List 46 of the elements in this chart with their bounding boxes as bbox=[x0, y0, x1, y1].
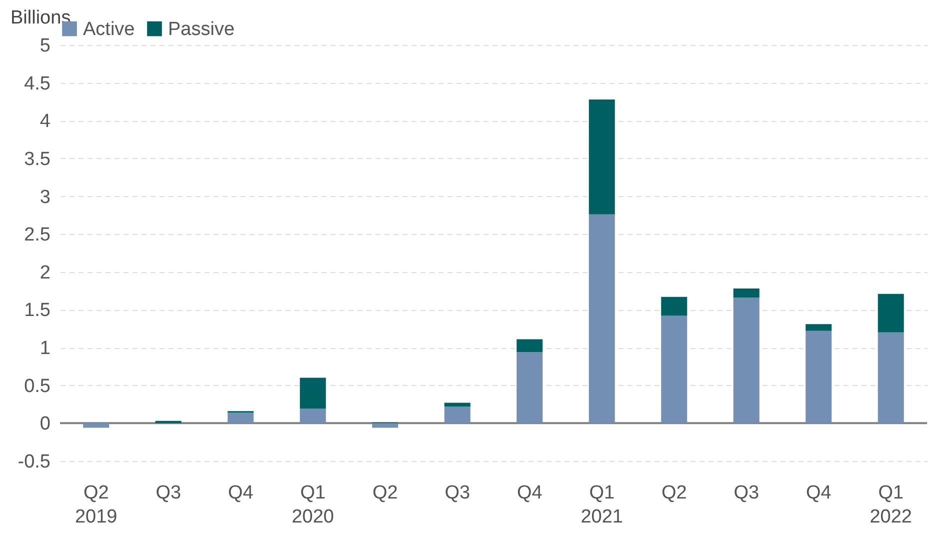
bar bbox=[444, 406, 470, 424]
x-tick-label: Q3 bbox=[156, 482, 182, 504]
bar bbox=[661, 296, 688, 316]
bar bbox=[300, 378, 326, 409]
y-tick-label: 3 bbox=[40, 186, 50, 208]
x-tick-label: Q3 bbox=[734, 482, 760, 504]
bar bbox=[300, 408, 326, 424]
bar bbox=[806, 330, 832, 424]
legend-label: Passive bbox=[168, 18, 235, 40]
y-tick-label: 4.5 bbox=[24, 73, 50, 94]
y-tick-label: 0 bbox=[40, 414, 50, 435]
y-tick-label: -0.5 bbox=[18, 452, 50, 472]
y-tick-label: 0.5 bbox=[24, 376, 50, 397]
x-tick-label: Q1 2021 bbox=[580, 482, 624, 528]
bar bbox=[228, 412, 254, 424]
y-tick-label: 2.5 bbox=[24, 224, 50, 246]
bar bbox=[516, 352, 543, 424]
y-tick-label: 3.5 bbox=[24, 148, 50, 170]
y-tick-label: 1.5 bbox=[24, 300, 50, 322]
x-tick-label: Q2 bbox=[372, 482, 398, 504]
x-tick-label: Q1 2022 bbox=[870, 482, 912, 528]
bar bbox=[588, 214, 615, 424]
bar bbox=[588, 99, 615, 214]
legend-label: Active bbox=[83, 18, 135, 40]
bar bbox=[372, 423, 398, 428]
y-tick-label: 4 bbox=[40, 111, 51, 132]
bar bbox=[661, 316, 688, 424]
bar bbox=[733, 288, 760, 298]
y-tick-label: 5 bbox=[40, 36, 50, 56]
bar bbox=[733, 298, 760, 424]
y-axis-title: Billions bbox=[10, 8, 71, 28]
x-tick-label: Q4 bbox=[516, 482, 543, 504]
y-tick-label: 2 bbox=[40, 262, 50, 284]
bar bbox=[516, 339, 543, 352]
bar bbox=[83, 423, 110, 428]
x-tick-label: Q2 bbox=[661, 482, 687, 504]
y-tick-label: 1 bbox=[40, 338, 50, 360]
x-tick-label: Q4 bbox=[228, 482, 254, 504]
bar bbox=[806, 324, 832, 331]
x-tick-label: Q1 2020 bbox=[292, 482, 334, 528]
bar bbox=[878, 294, 904, 332]
bar bbox=[444, 402, 470, 407]
x-tick-label: Q4 bbox=[806, 482, 832, 504]
x-tick-label: Q2 2019 bbox=[74, 482, 118, 528]
x-tick-label: Q3 bbox=[444, 482, 470, 504]
bar bbox=[878, 332, 904, 424]
